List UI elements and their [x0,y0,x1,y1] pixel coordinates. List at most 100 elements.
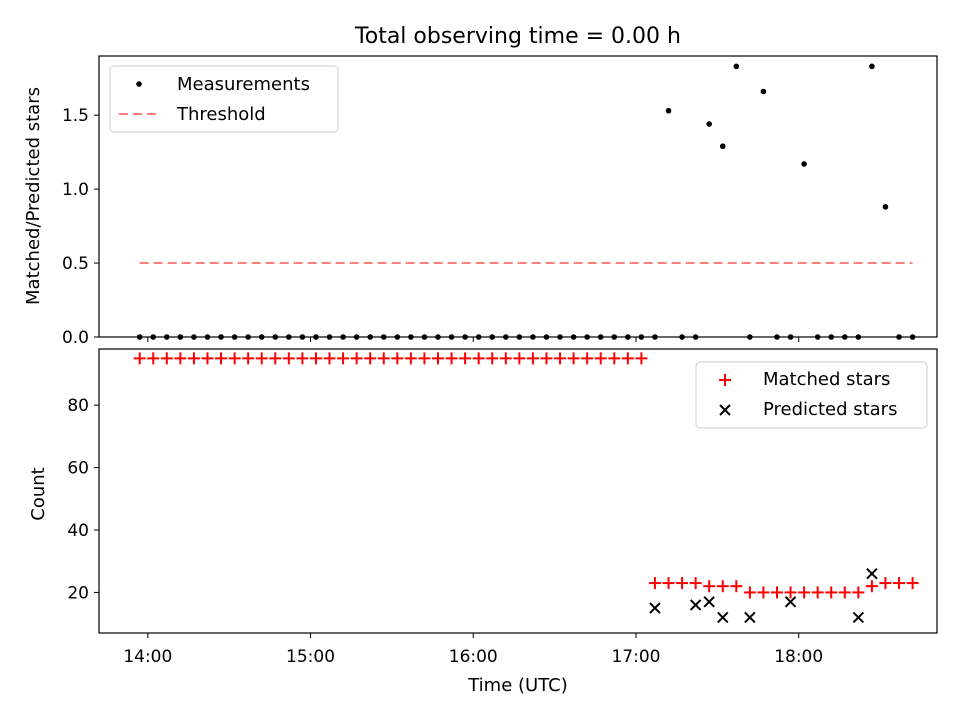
matched-star-point [404,352,417,365]
matched-star-point [445,352,458,365]
matched-star-point [893,577,906,590]
legend-matched-label: Matched stars [763,369,890,390]
matched-star-point [676,577,689,590]
bottom-axes-frame [98,348,938,634]
bottom-ylabel: Count [28,467,49,520]
top-ytick-label: 0.0 [62,328,89,348]
matched-star-point [567,352,580,365]
matched-star-point [581,352,594,365]
matched-star-point [215,352,228,365]
matched-star-point [689,577,702,590]
matched-star-point [798,586,811,599]
bottom-ytick-label: 20 [67,583,89,603]
xtick-label: 15:00 [286,647,335,667]
matched-star-point [703,580,716,593]
matched-star-point [147,352,160,365]
matched-star-point [716,580,729,593]
top-ticks: 0.0 0.5 1.0 1.5 [62,106,800,348]
measurement-point [719,143,726,150]
matched-star-point [323,352,336,365]
top-ylabel: Matched/Predicted stars [23,87,44,305]
matched-star-point [811,586,824,599]
matched-star-point [364,352,377,365]
top-ytick-label: 1.5 [62,106,89,126]
matched-star-point [662,577,675,590]
legend-measurements-label: Measurements [177,74,310,95]
matched-star-point [391,352,404,365]
predicted-star-point [649,602,661,614]
measurement-point [706,121,712,127]
matched-star-point [838,586,851,599]
matched-star-point [174,352,187,365]
matched-star-point [472,352,485,365]
matched-star-point [540,352,553,365]
matched-star-point [431,352,444,365]
matched-star-point [499,352,512,365]
bottom-xlabel: Time (UTC) [467,675,568,696]
measurement-point [733,63,740,70]
legend-threshold-label: Threshold [176,104,266,125]
bottom-ytick-label: 60 [67,459,89,479]
predicted-star-point [689,599,702,611]
matched-star-point [784,586,797,599]
top-legend: Measurements Threshold [109,65,339,133]
bottom-legend-box [695,361,928,429]
matched-star-point [160,352,173,365]
top-ytick-label: 0.5 [62,254,89,274]
top-ytick-label: 1.0 [62,180,89,200]
figure-title: Total observing time = 0.00 h [354,24,681,49]
measurement-point [665,107,672,114]
matched-star-point [228,352,241,365]
matched-star-point [770,586,783,599]
matched-star-point [608,352,621,365]
xtick-label: 14:00 [123,647,172,667]
matched-star-point [554,352,567,365]
matched-star-point [621,352,634,365]
predicted-star-point [744,611,756,624]
matched-star-point [201,352,214,365]
top-axes-frame [98,55,938,338]
legend-predicted-marker [719,404,731,416]
legend-measurements-marker [136,81,142,87]
bottom-ticks: 14:00 15:00 16:00 17:00 18:00 20 40 60 80 [67,396,823,667]
matched-star-point [133,352,146,365]
measurement-point [760,88,767,95]
matched-star-point [879,577,892,590]
top-legend-box [109,65,339,133]
top-panel: 0.0 0.5 1.0 1.5 Matched/Predicted stars Mea… [23,55,938,348]
measurement-point [882,204,889,210]
matched-star-point [377,352,390,365]
predicted-star-point [852,611,865,624]
xtick-label: 18:00 [774,647,823,667]
matched-star-point [906,577,919,590]
matched-star-point [635,352,648,365]
predicted-star-point [717,611,729,624]
matched-star-point [296,352,309,365]
predicted-star-point [866,567,878,580]
legend-predicted-label: Predicted stars [763,399,897,420]
matched-star-point [730,580,743,593]
matched-star-point [513,352,526,365]
matched-star-point [269,352,282,365]
matched-star-point [757,586,770,599]
matched-star-point [337,352,350,365]
bottom-data-marks [133,352,919,624]
matched-star-point [418,352,431,365]
matched-star-point [350,352,363,365]
xtick-label: 17:00 [611,647,660,667]
matched-star-point [743,586,756,599]
predicted-star-point [703,596,715,608]
predicted-star-point [784,596,797,608]
measurement-point [801,161,807,167]
matched-star-point [865,580,878,593]
matched-star-point [242,352,255,365]
bottom-ytick-label: 40 [67,521,89,541]
measurement-point [869,63,875,70]
bottom-legend: Matched stars Predicted stars [695,361,928,429]
matched-star-point [825,586,838,599]
legend-matched-marker [719,374,731,386]
matched-star-point [309,352,322,365]
xtick-label: 16:00 [449,647,498,667]
